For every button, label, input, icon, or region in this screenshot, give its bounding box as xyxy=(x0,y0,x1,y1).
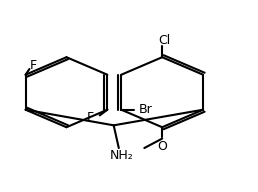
Text: O: O xyxy=(157,140,167,153)
Text: Cl: Cl xyxy=(159,34,171,47)
Text: F: F xyxy=(30,59,37,72)
Text: F: F xyxy=(87,111,94,124)
Text: Br: Br xyxy=(139,103,152,116)
Text: NH₂: NH₂ xyxy=(109,149,133,162)
